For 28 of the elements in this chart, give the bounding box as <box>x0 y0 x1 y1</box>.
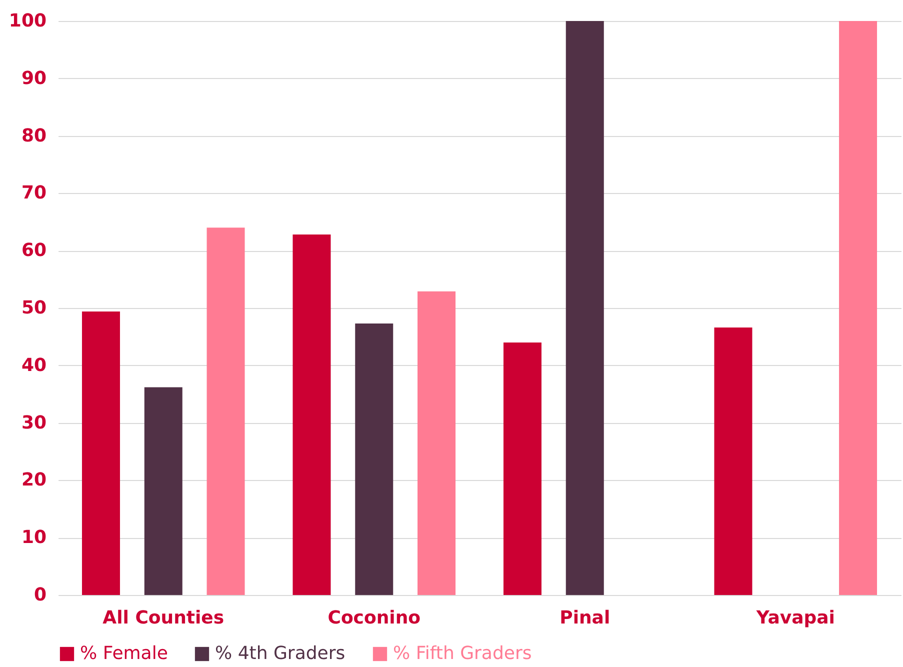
y-tick-label: 40 <box>21 354 46 376</box>
y-tick-label: 0 <box>34 584 46 606</box>
y-tick-label: 30 <box>21 412 46 434</box>
y-tick-label: 80 <box>21 125 46 146</box>
bar <box>206 228 245 595</box>
bar <box>503 342 542 595</box>
y-tick-label: 20 <box>21 470 46 491</box>
y-tick-label: 70 <box>21 182 46 204</box>
y-tick-label: 50 <box>21 298 46 318</box>
bar <box>714 328 752 595</box>
x-tick-label: Yavapai <box>755 608 835 628</box>
bar <box>355 324 394 595</box>
y-tick-label: 100 <box>8 10 46 32</box>
bar <box>839 21 878 595</box>
bar <box>82 311 120 595</box>
y-tick-label: 60 <box>21 240 46 262</box>
legend-label: % 4th Graders <box>215 643 346 664</box>
bar <box>144 387 182 595</box>
legend-label: % Female <box>80 643 168 664</box>
y-tick-label: 10 <box>21 527 46 548</box>
legend-label: % Fifth Graders <box>393 643 532 664</box>
x-tick-label: All Counties <box>102 608 224 628</box>
x-tick-label: Coconino <box>328 608 421 628</box>
y-tick-label: 90 <box>21 68 46 89</box>
bar <box>418 291 456 595</box>
x-tick-label: Pinal <box>560 608 610 628</box>
bar <box>292 234 331 595</box>
bar <box>566 21 604 595</box>
